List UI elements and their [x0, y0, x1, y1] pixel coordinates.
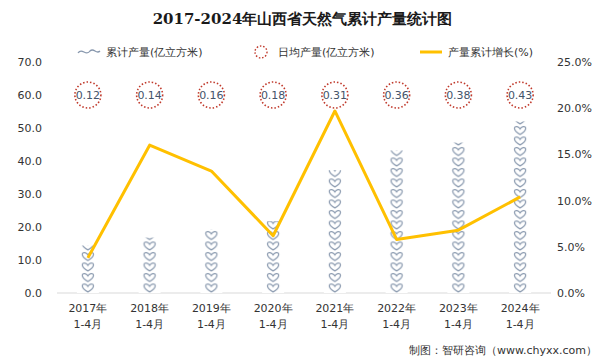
x-tick-label-line: 2019年 — [192, 302, 231, 315]
x-tick-label-line: 1-4月 — [135, 318, 164, 331]
y-tick — [54, 260, 57, 261]
y2-tick — [551, 108, 554, 109]
legend-item: 产量累计增长(%) — [420, 46, 533, 59]
x-tick-label: 2023年 1-4月 — [439, 302, 478, 331]
labels: 0.12 0.14 0.16 0.18 0.31 0.36 0.38 0.43 — [75, 82, 533, 108]
y2-tick-label: 0.0% — [557, 287, 585, 300]
source: 制图：智研咨询（www.chyxx.com） — [409, 344, 597, 357]
y-tick — [54, 128, 57, 129]
x-tick-label-line: 1-4月 — [382, 318, 411, 331]
bar — [139, 238, 161, 293]
label-circle — [445, 82, 471, 108]
title: 2017-2024年山西省天然气累计产量统计图 — [153, 10, 453, 28]
x-tick-label-line: 1-4月 — [197, 318, 226, 331]
label-circle — [137, 82, 163, 108]
bar — [262, 221, 284, 293]
x-tick-label-line: 1-4月 — [259, 318, 288, 331]
legend-icon — [255, 46, 267, 58]
y-tick-label: 10.0 — [18, 254, 43, 267]
data-label: 0.14 — [137, 89, 162, 102]
data-label: 0.36 — [384, 89, 409, 102]
line — [88, 111, 520, 258]
x-tick-label-line: 2018年 — [130, 302, 169, 315]
background — [0, 0, 605, 363]
plot-area — [77, 111, 531, 293]
x-tick-label: 2020年 1-4月 — [254, 302, 293, 331]
y-tick — [54, 293, 57, 294]
y-tick-label: 40.0 — [18, 155, 43, 168]
y-tick-label: 30.0 — [18, 188, 43, 201]
x-tick-label: 2021年 1-4月 — [315, 302, 354, 331]
x-tick-label-line: 2017年 — [68, 302, 107, 315]
y2-tick — [551, 246, 554, 247]
data-label: 0.16 — [199, 89, 224, 102]
y-tick — [54, 62, 57, 63]
y-tick — [54, 95, 57, 96]
legend-icon — [78, 50, 100, 53]
legend-label: 产量累计增长(%) — [448, 46, 533, 59]
bar — [324, 170, 346, 293]
y-tick-label: 20.0 — [18, 221, 43, 234]
data-label: 0.38 — [446, 89, 471, 102]
y-tick — [54, 227, 57, 228]
y2-tick-label: 10.0% — [557, 195, 592, 208]
y2-tick-label: 5.0% — [557, 241, 585, 254]
x-tick-label-line: 1-4月 — [320, 318, 349, 331]
data-label: 0.12 — [76, 89, 101, 102]
x-tick-label-line: 1-4月 — [444, 318, 473, 331]
label-circle — [198, 82, 224, 108]
x-tick-label-line: 2022年 — [377, 302, 416, 315]
y2-tick — [551, 154, 554, 155]
label-circle — [507, 82, 533, 108]
bar — [200, 230, 222, 293]
bar — [447, 143, 469, 293]
x-tick-label: 2019年 1-4月 — [192, 302, 231, 331]
x-tick-label: 2024年 1-4月 — [501, 302, 540, 331]
data-label: 0.43 — [508, 89, 533, 102]
legend-label: 日均产量(亿立方米) — [278, 46, 375, 59]
x-tick-label-line: 2021年 — [315, 302, 354, 315]
y-tick-label: 60.0 — [18, 89, 43, 102]
legend-item: 累计产量(亿立方米) — [78, 46, 203, 59]
label-circle — [322, 82, 348, 108]
data-label: 0.18 — [261, 89, 286, 102]
label-circle — [75, 82, 101, 108]
x-tick-label-line: 2024年 — [501, 302, 540, 315]
legend-item: 日均产量(亿立方米) — [255, 46, 375, 59]
x-tick-label-line: 1-4月 — [73, 318, 102, 331]
x-tick-label: 2018年 1-4月 — [130, 302, 169, 331]
y2-tick-label: 25.0% — [557, 56, 592, 69]
y2-tick-label: 15.0% — [557, 148, 592, 161]
label-circle — [384, 82, 410, 108]
x-tick-label: 2017年 1-4月 — [68, 302, 107, 331]
y-tick-label: 50.0 — [18, 122, 43, 135]
bar — [77, 245, 99, 293]
chart: 2017-2024年山西省天然气累计产量统计图 0.0 10.0 20.0 30.0 40… — [0, 0, 605, 363]
label-circle — [260, 82, 286, 108]
y2-tick — [551, 293, 554, 294]
y2-tick — [551, 62, 554, 63]
y-tick-label: 0.0 — [25, 287, 43, 300]
y2-tick — [551, 200, 554, 201]
x-tick-label-line: 1-4月 — [506, 318, 535, 331]
y-tick-label: 70.0 — [18, 56, 43, 69]
legend-label: 累计产量(亿立方米) — [106, 46, 203, 59]
x-axis — [57, 293, 551, 294]
x-tick-label: 2022年 1-4月 — [377, 302, 416, 331]
data-label: 0.31 — [323, 89, 348, 102]
x-tick-label-line: 2020年 — [254, 302, 293, 315]
legend-icon — [420, 51, 442, 54]
y-tick — [54, 161, 57, 162]
bar — [509, 121, 531, 293]
x-tick-label-line: 2023年 — [439, 302, 478, 315]
y-tick — [54, 194, 57, 195]
y2-tick-label: 20.0% — [557, 102, 592, 115]
